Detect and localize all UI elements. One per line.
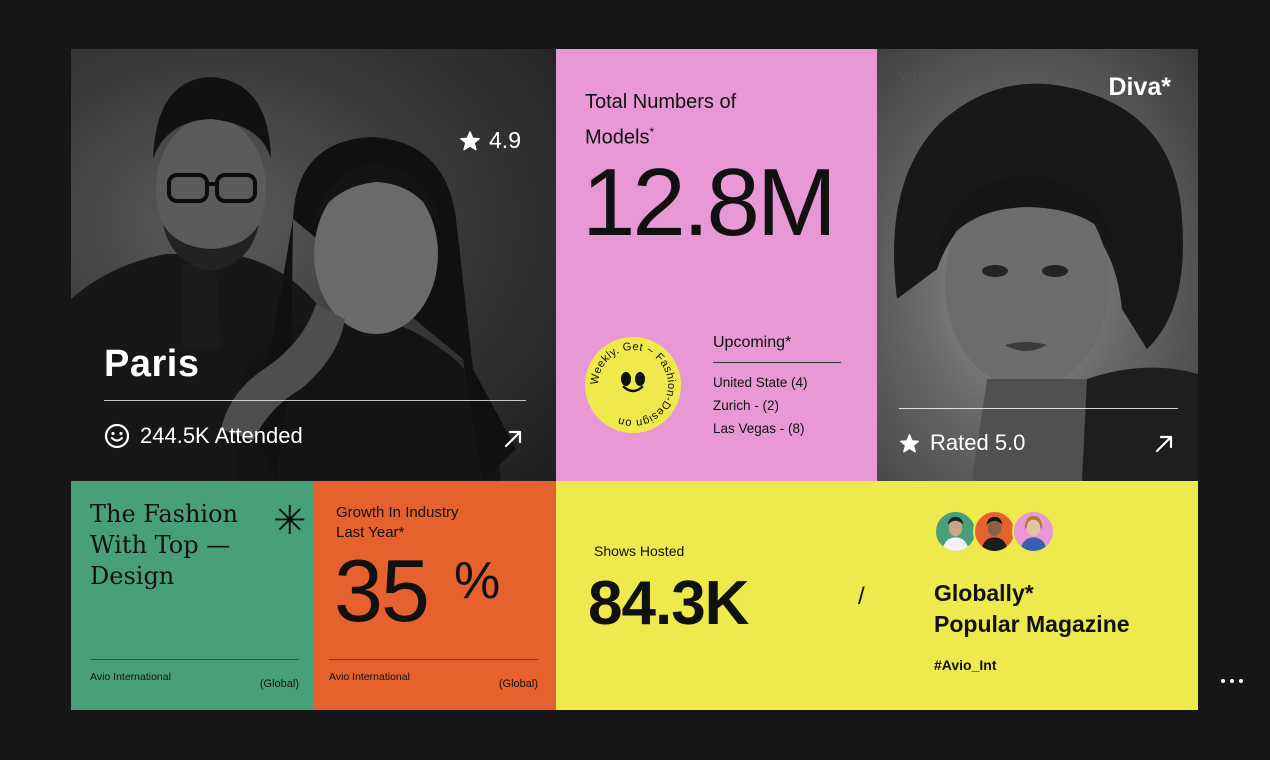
growth-percent-sign: %: [454, 552, 501, 610]
arrow-up-right-icon[interactable]: [503, 429, 523, 449]
paris-divider: [104, 400, 526, 401]
models-card: Total Numbers of Models* 12.8M Weekly. G…: [556, 49, 877, 481]
upcoming-divider: [713, 362, 841, 363]
growth-card: Growth In Industry Last Year* 35 % Avio …: [314, 481, 556, 710]
models-title-sup: *: [649, 125, 655, 139]
models-value: 12.8M: [582, 149, 837, 256]
magazine-title-line1: Globally*: [934, 580, 1034, 606]
star-icon: [460, 130, 480, 150]
fashion-foot-divider: [90, 659, 299, 660]
avatar[interactable]: [1012, 510, 1055, 553]
avatar[interactable]: [934, 510, 977, 553]
paris-card[interactable]: 4.9 Paris 244.5K Attended: [71, 49, 556, 481]
avatar-group[interactable]: [934, 510, 1055, 553]
eyes-icon: [621, 372, 645, 393]
shows-separator: /: [858, 583, 865, 610]
fashion-design-badge[interactable]: Weekly. Get ~ Fashion-Design on: [585, 337, 681, 433]
growth-foot-right: (Global): [498, 678, 538, 690]
magazine-title: Globally* Popular Magazine: [934, 578, 1194, 640]
upcoming-item[interactable]: United State (4): [713, 375, 808, 390]
asterisk-icon: ✳: [273, 499, 307, 543]
fashion-foot-left: Avio International: [90, 671, 171, 683]
badge-graphic: Weekly. Get ~ Fashion-Design on: [589, 341, 677, 429]
diva-rated-text: Rated 5.0: [930, 430, 1026, 455]
paris-attended-text: 244.5K Attended: [140, 423, 303, 448]
diva-divider: [899, 408, 1178, 409]
paris-photo: [71, 77, 516, 481]
fashion-foot-right: (Global): [259, 678, 299, 690]
growth-value: 35: [334, 541, 430, 640]
star-icon: [900, 433, 919, 452]
avatar[interactable]: [973, 510, 1016, 553]
shows-card: Shows Hosted 84.3K / Globally* Popular M…: [556, 481, 1198, 710]
paris-attended: 244.5K Attended: [104, 423, 303, 449]
diva-title: Diva*: [1108, 73, 1171, 101]
fashion-title: The Fashion With Top — Design: [90, 500, 238, 590]
growth-foot-left: Avio International: [329, 671, 410, 683]
diva-card[interactable]: Vol 2.0 Diva* Rated 5.0: [877, 49, 1198, 481]
fashion-card: The Fashion With Top — Design ✳ Avio Int…: [71, 481, 314, 710]
magazine-title-line2: Popular Magazine: [934, 611, 1130, 637]
arrow-up-right-icon[interactable]: [1154, 434, 1174, 454]
more-options-icon[interactable]: [1221, 677, 1243, 685]
shows-value: 84.3K: [588, 569, 749, 638]
diva-vol-label: Vol 2.0: [899, 69, 936, 83]
models-title: Total Numbers of Models*: [585, 87, 785, 153]
models-title-line2: Models: [585, 126, 650, 149]
growth-foot-divider: [329, 659, 538, 660]
paris-title: Paris: [104, 343, 200, 385]
svg-text:Weekly. Get ~ Fashion-Design o: Weekly. Get ~ Fashion-Design on: [589, 341, 677, 429]
diva-rated: Rated 5.0: [899, 430, 1025, 456]
diva-photo: [894, 83, 1198, 481]
paris-rating: 4.9: [459, 127, 521, 154]
growth-title: Growth In Industry Last Year*: [336, 504, 459, 541]
upcoming-title: Upcoming*: [713, 334, 792, 351]
paris-rating-value: 4.9: [489, 127, 521, 153]
shows-title: Shows Hosted: [594, 543, 685, 559]
upcoming-list: United State (4) Zurich - (2) Las Vegas …: [713, 371, 808, 440]
badge-text: Weekly. Get ~ Fashion-Design on: [589, 341, 677, 429]
smiley-icon: [104, 423, 130, 449]
upcoming-item[interactable]: Las Vegas - (8): [713, 421, 805, 436]
models-title-line1: Total Numbers of: [585, 91, 737, 113]
upcoming-item[interactable]: Zurich - (2): [713, 398, 780, 413]
magazine-hashtag[interactable]: #Avio_Int: [934, 657, 997, 673]
